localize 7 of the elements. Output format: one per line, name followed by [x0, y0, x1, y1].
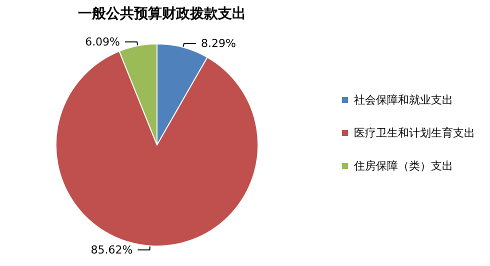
data-label: 8.29% [201, 36, 236, 50]
legend-label: 医疗卫生和计划生育支出 [354, 126, 475, 140]
chart-title: 一般公共预算财政拨款支出 [78, 6, 246, 22]
legend-label: 社会保障和就业支出 [354, 94, 453, 106]
data-label: 6.09% [85, 35, 120, 48]
data-label: 85.62% [90, 243, 133, 256]
legend-label: 住房保障（类）支出 [354, 160, 453, 172]
